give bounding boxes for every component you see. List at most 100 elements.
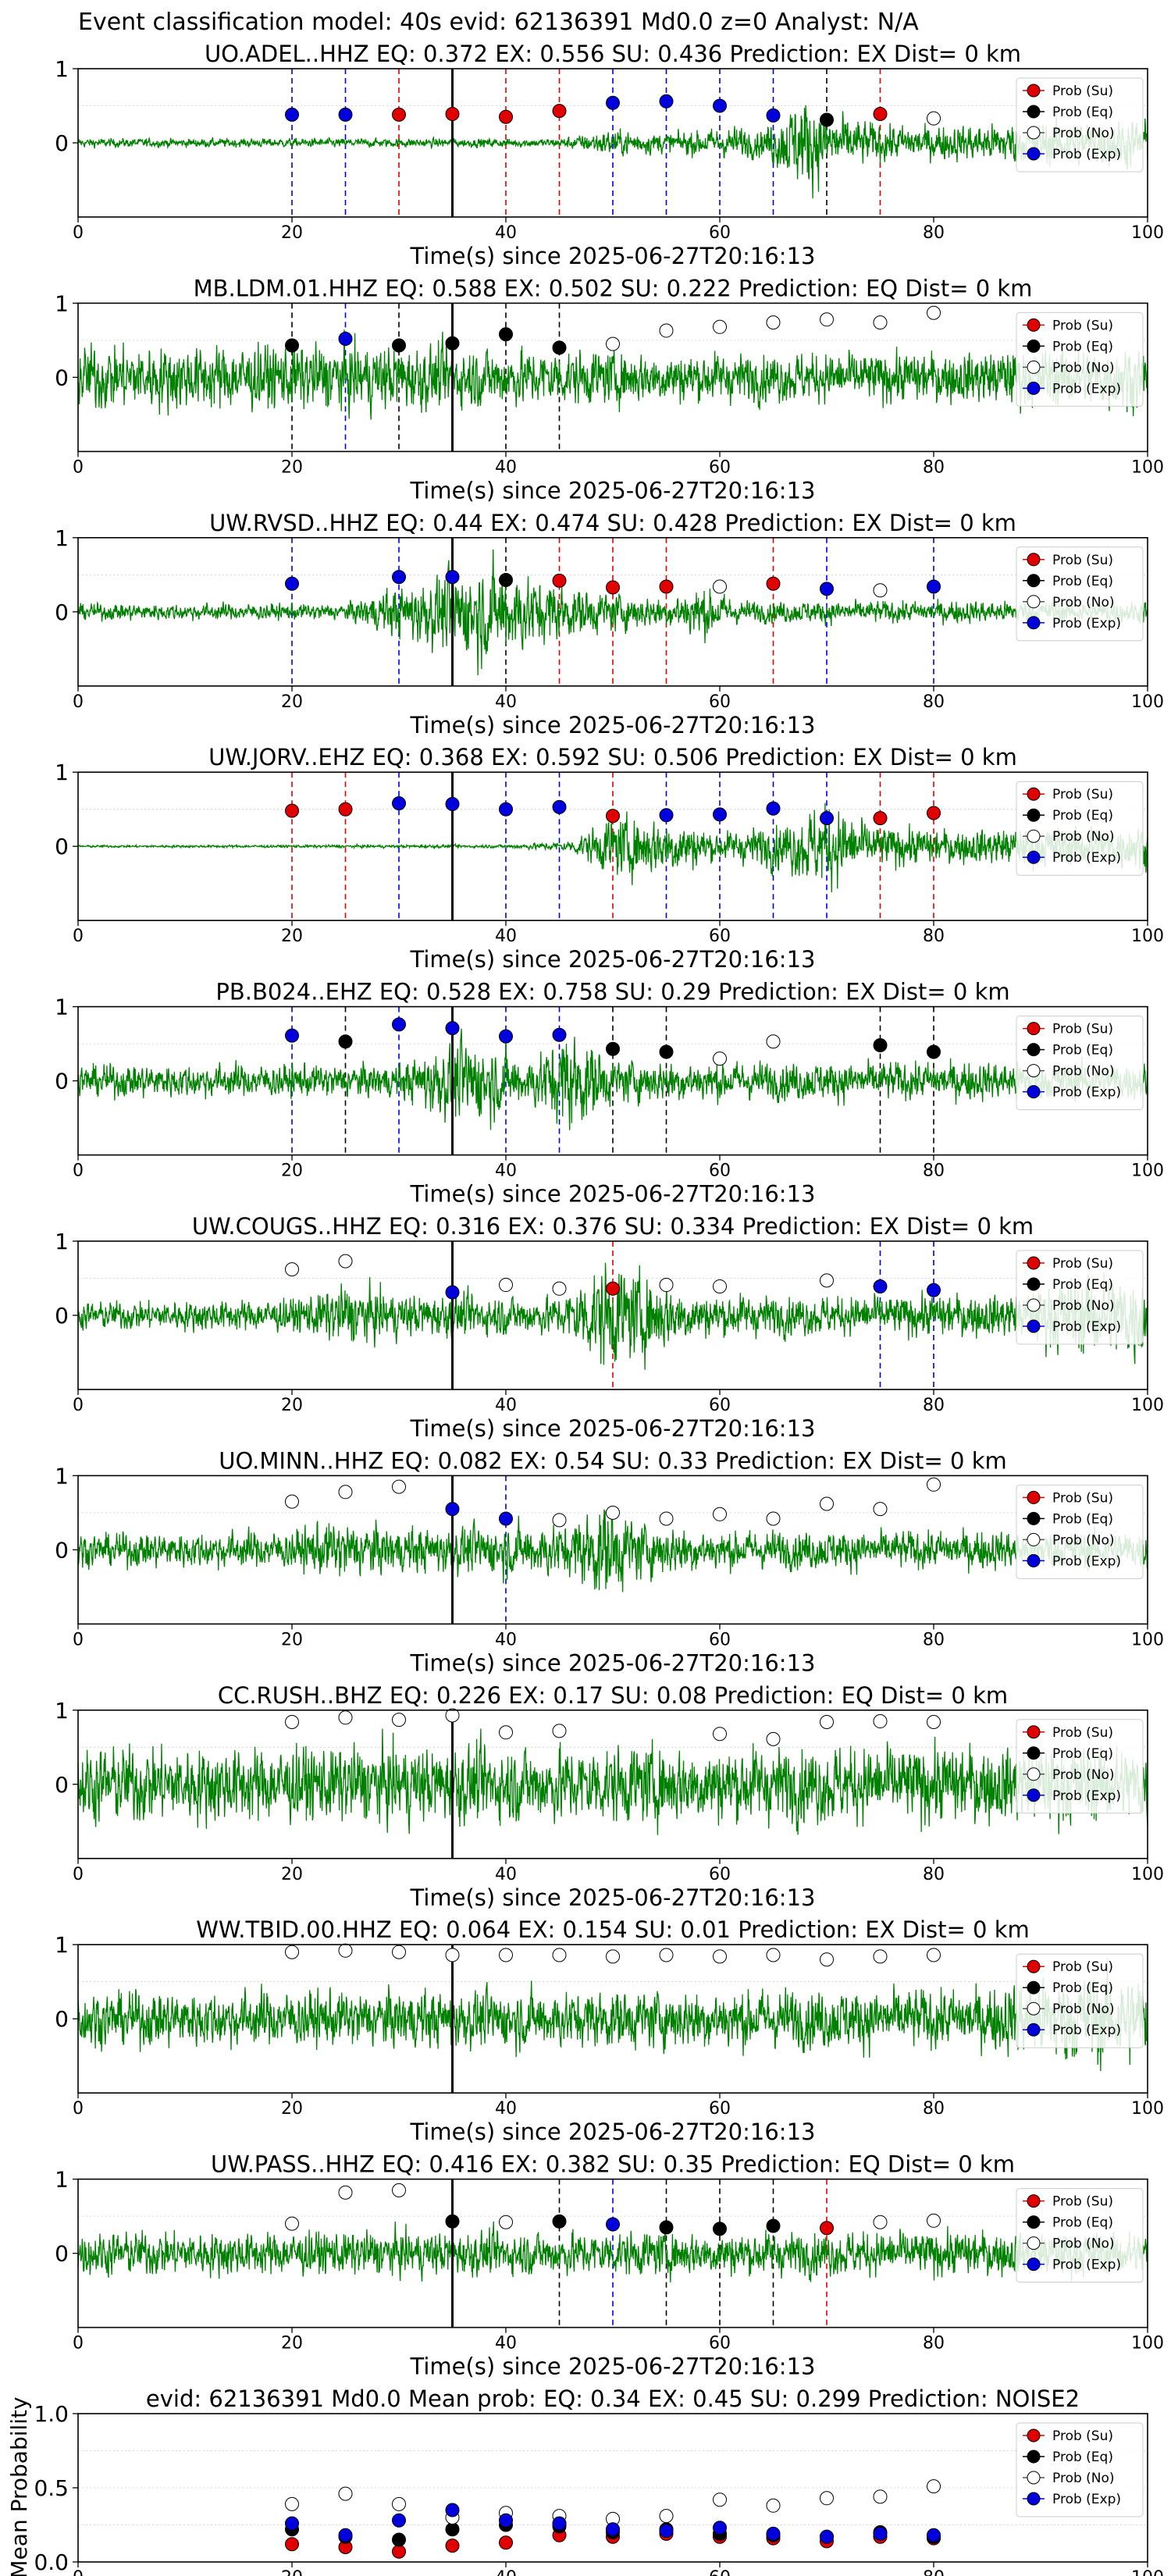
window-marker-no (873, 1502, 888, 1517)
legend-marker-eq (1027, 2215, 1041, 2229)
legend-marker-no (1027, 360, 1041, 374)
window-marker-no (552, 1281, 567, 1296)
window-marker-exp (499, 1029, 513, 1044)
window-marker-exp (285, 1028, 299, 1043)
legend-marker-exp (1027, 147, 1041, 161)
x-tick-label: 80 (923, 927, 945, 946)
panel-6: UW.COUGS..HHZ EQ: 0.316 EX: 0.376 SU: 0.… (55, 1213, 1164, 1442)
x-tick-label: 40 (495, 1630, 517, 1649)
window-marker-no (766, 1948, 781, 1962)
x-tick-label: 0 (73, 223, 84, 243)
mean-marker-su (445, 2539, 460, 2553)
legend-box (1016, 546, 1144, 642)
window-marker-no (927, 2213, 941, 2228)
x-axis-label: Time(s) since 2025-06-27T20:16:13 (410, 477, 816, 503)
window-marker-exp (338, 332, 353, 346)
window-marker-no (820, 1273, 834, 1288)
window-marker-no (766, 315, 781, 330)
legend: Prob (Su) Prob (Eq) Prob (No) Prob (Exp) (1016, 311, 1144, 407)
window-marker-no (445, 1948, 460, 1962)
window-marker-no (713, 319, 727, 334)
window-marker-su (606, 809, 620, 824)
window-marker-no (445, 1708, 460, 1723)
legend-marker-exp (1027, 2023, 1041, 2037)
x-tick-label: 0 (73, 692, 84, 712)
x-tick-label: 100 (1131, 223, 1164, 243)
window-marker-no (499, 2215, 513, 2229)
window-marker-exp (552, 799, 567, 814)
mean-marker-no (873, 2489, 888, 2504)
panel-title: UO.MINN..HHZ EQ: 0.082 EX: 0.54 SU: 0.33… (219, 1447, 1007, 1474)
x-tick-label: 100 (1131, 1865, 1164, 1884)
legend-marker-eq (1027, 1277, 1041, 1291)
legend-marker-su (1027, 787, 1041, 801)
x-tick-label: 40 (495, 692, 517, 712)
x-tick-label: 80 (923, 692, 945, 712)
mean-marker-exp (392, 2513, 406, 2528)
legend-marker-no (1027, 595, 1041, 609)
x-tick-label: 80 (923, 457, 945, 477)
window-marker-no (606, 1505, 620, 1520)
window-marker-su (392, 107, 406, 122)
legend: Prob (Su) Prob (Eq) Prob (No) Prob (Exp) (1016, 2422, 1144, 2517)
legend-label-eq: Prob (Eq) (1052, 808, 1113, 824)
x-tick-label: 20 (281, 1162, 303, 1181)
panel-7: UO.MINN..HHZ EQ: 0.082 EX: 0.54 SU: 0.33… (55, 1447, 1164, 1676)
legend-marker-exp (1027, 1085, 1041, 1099)
window-marker-no (392, 1944, 406, 1959)
mean-marker-eq (445, 2522, 460, 2537)
x-tick-label: 60 (709, 1865, 731, 1884)
legend-box (1016, 311, 1144, 407)
window-marker-eq (499, 327, 513, 342)
x-tick-label: 40 (495, 1396, 517, 1415)
legend-box (1016, 1016, 1144, 1111)
mean-marker-su (499, 2535, 513, 2550)
mean-marker-no (927, 2479, 941, 2494)
window-marker-no (285, 1494, 299, 1509)
legend-marker-no (1027, 1064, 1041, 1078)
legend-label-exp: Prob (Exp) (1052, 2023, 1121, 2038)
legend: Prob (Su) Prob (Eq) Prob (No) Prob (Exp) (1016, 1953, 1144, 2048)
window-marker-no (552, 1724, 567, 1738)
legend-label-su: Prob (Su) (1052, 1022, 1113, 1037)
legend-marker-exp (1027, 1553, 1041, 1567)
x-tick-label: 20 (281, 1630, 303, 1649)
legend-label-su: Prob (Su) (1052, 2428, 1113, 2444)
window-marker-no (927, 1477, 941, 1492)
legend-marker-eq (1027, 574, 1041, 588)
y-tick-label: 1 (55, 290, 69, 316)
y-tick-label: 0 (55, 2006, 69, 2032)
window-marker-eq (338, 1034, 353, 1049)
window-marker-exp (285, 107, 299, 122)
mean-marker-exp (927, 2528, 941, 2542)
window-marker-eq (392, 338, 406, 353)
x-tick-label: 0 (73, 2568, 84, 2576)
x-tick-label: 40 (495, 1162, 517, 1181)
panel-title: CC.RUSH..BHZ EQ: 0.226 EX: 0.17 SU: 0.08… (218, 1682, 1008, 1709)
legend-label-no: Prob (No) (1052, 829, 1115, 845)
panels: UO.ADEL..HHZ EQ: 0.372 EX: 0.556 SU: 0.4… (6, 41, 1164, 2576)
legend-label-exp: Prob (Exp) (1052, 2258, 1121, 2273)
window-marker-eq (606, 1041, 620, 1056)
legend: Prob (Su) Prob (Eq) Prob (No) Prob (Exp) (1016, 1250, 1144, 1345)
legend-marker-no (1027, 126, 1041, 140)
window-marker-no (873, 1714, 888, 1729)
legend-label-exp: Prob (Exp) (1052, 616, 1121, 632)
window-marker-exp (927, 1283, 941, 1297)
legend-label-su: Prob (Su) (1052, 1256, 1113, 1272)
y-tick-label: 1 (55, 56, 69, 82)
x-tick-label: 80 (923, 1865, 945, 1884)
legend-marker-su (1027, 1725, 1041, 1739)
legend-label-no: Prob (No) (1052, 1064, 1115, 1080)
legend-marker-no (1027, 1298, 1041, 1312)
y-tick-label: 0 (55, 1772, 69, 1798)
x-tick-label: 40 (495, 1865, 517, 1884)
legend-marker-eq (1027, 105, 1041, 119)
window-marker-no (285, 1715, 299, 1729)
legend-label-eq: Prob (Eq) (1052, 2450, 1113, 2465)
window-marker-eq (445, 2214, 460, 2229)
x-tick-label: 20 (281, 1865, 303, 1884)
window-marker-no (873, 315, 888, 330)
legend-box (1016, 1484, 1144, 1579)
